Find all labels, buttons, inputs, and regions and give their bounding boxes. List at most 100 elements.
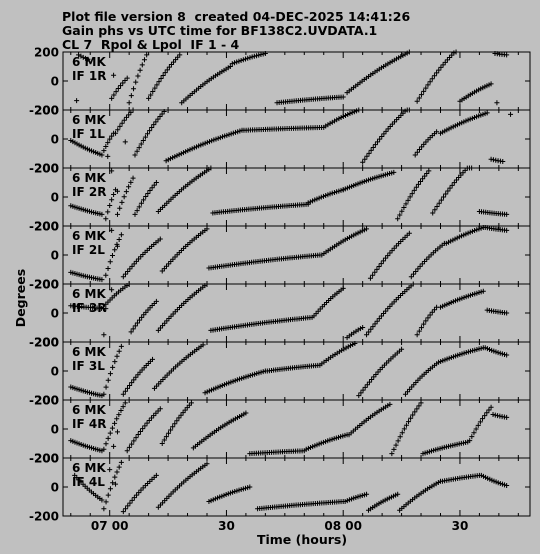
data-point	[103, 306, 109, 312]
panel-source-label: 6 MK	[72, 403, 106, 417]
data-point	[504, 414, 510, 420]
data-point	[406, 49, 412, 55]
data-point	[112, 247, 118, 253]
data-point	[114, 188, 120, 194]
data-point	[120, 509, 126, 515]
data-point	[360, 325, 366, 330]
panel-source-label: 6 MK	[72, 113, 106, 127]
data-point	[235, 129, 241, 135]
data-point	[209, 138, 215, 144]
data-point	[408, 274, 414, 280]
data-point	[204, 461, 210, 467]
data-point	[149, 185, 155, 191]
data-point	[105, 492, 111, 498]
data-point	[103, 216, 109, 222]
data-point	[407, 194, 413, 200]
data-point	[418, 325, 424, 331]
y-tick-label: 200	[34, 452, 59, 466]
data-point	[411, 271, 417, 277]
data-point	[378, 261, 384, 267]
data-point	[354, 108, 360, 114]
data-point	[180, 150, 186, 156]
data-point	[251, 53, 257, 59]
data-point	[406, 230, 412, 236]
data-point	[142, 423, 148, 429]
data-point	[236, 58, 242, 64]
data-point	[123, 114, 129, 120]
data-point	[193, 144, 199, 150]
data-point	[163, 434, 169, 440]
data-point	[120, 404, 126, 410]
data-point	[144, 420, 150, 426]
header-line-2: Gain phs vs UTC time for BF138C2.UVDATA.…	[62, 23, 378, 38]
data-point	[305, 200, 311, 206]
data-point	[414, 98, 420, 104]
data-point	[140, 137, 146, 143]
data-point	[157, 114, 163, 120]
data-point	[133, 79, 139, 85]
data-point	[99, 152, 105, 158]
data-point	[116, 348, 122, 354]
data-point	[134, 320, 140, 326]
data-point	[148, 92, 154, 98]
y-tick-label: 200	[34, 220, 59, 234]
data-point	[480, 416, 486, 422]
data-point	[80, 54, 86, 60]
data-point	[356, 107, 362, 113]
data-point	[410, 412, 416, 418]
data-point	[204, 139, 210, 145]
data-point	[393, 442, 399, 448]
data-point	[159, 441, 165, 446]
y-tick-label: -200	[29, 510, 59, 524]
data-point	[419, 144, 425, 150]
data-point	[127, 500, 133, 506]
data-point	[331, 189, 337, 195]
data-point	[145, 131, 151, 137]
data-point	[153, 410, 159, 416]
data-point	[138, 200, 144, 206]
data-point	[112, 474, 118, 480]
data-point	[411, 187, 417, 193]
data-point	[105, 265, 111, 271]
data-point	[217, 135, 223, 141]
y-tick-label: 0	[51, 481, 59, 495]
data-point	[446, 239, 452, 245]
data-point	[459, 233, 465, 239]
data-point	[115, 127, 121, 133]
panel-frame	[62, 399, 531, 459]
data-point	[358, 390, 364, 396]
data-point	[172, 421, 178, 427]
data-point	[445, 188, 451, 194]
data-point	[327, 191, 333, 197]
data-point	[492, 412, 498, 418]
data-point	[134, 208, 140, 214]
data-point	[130, 326, 136, 332]
data-point	[254, 53, 260, 59]
data-point	[426, 168, 432, 174]
data-point	[160, 73, 166, 79]
data-point	[449, 182, 455, 188]
data-point	[178, 412, 184, 418]
panel-if-label: IF 2R	[72, 185, 106, 199]
data-point	[183, 149, 189, 155]
data-point	[121, 117, 127, 123]
data-point	[220, 134, 226, 140]
data-point	[187, 147, 193, 153]
data-point	[227, 64, 233, 69]
data-point	[139, 314, 145, 320]
data-point	[421, 321, 427, 327]
data-point	[151, 122, 157, 128]
data-point	[320, 193, 326, 199]
data-point	[208, 165, 214, 171]
data-point	[416, 95, 422, 101]
y-tick-label: 200	[34, 162, 59, 176]
data-point	[150, 89, 156, 95]
data-point	[399, 208, 405, 214]
panel-source-label: 6 MK	[72, 55, 106, 69]
data-point	[222, 133, 228, 139]
data-point	[488, 81, 494, 87]
y-tick-label: -200	[29, 220, 59, 234]
